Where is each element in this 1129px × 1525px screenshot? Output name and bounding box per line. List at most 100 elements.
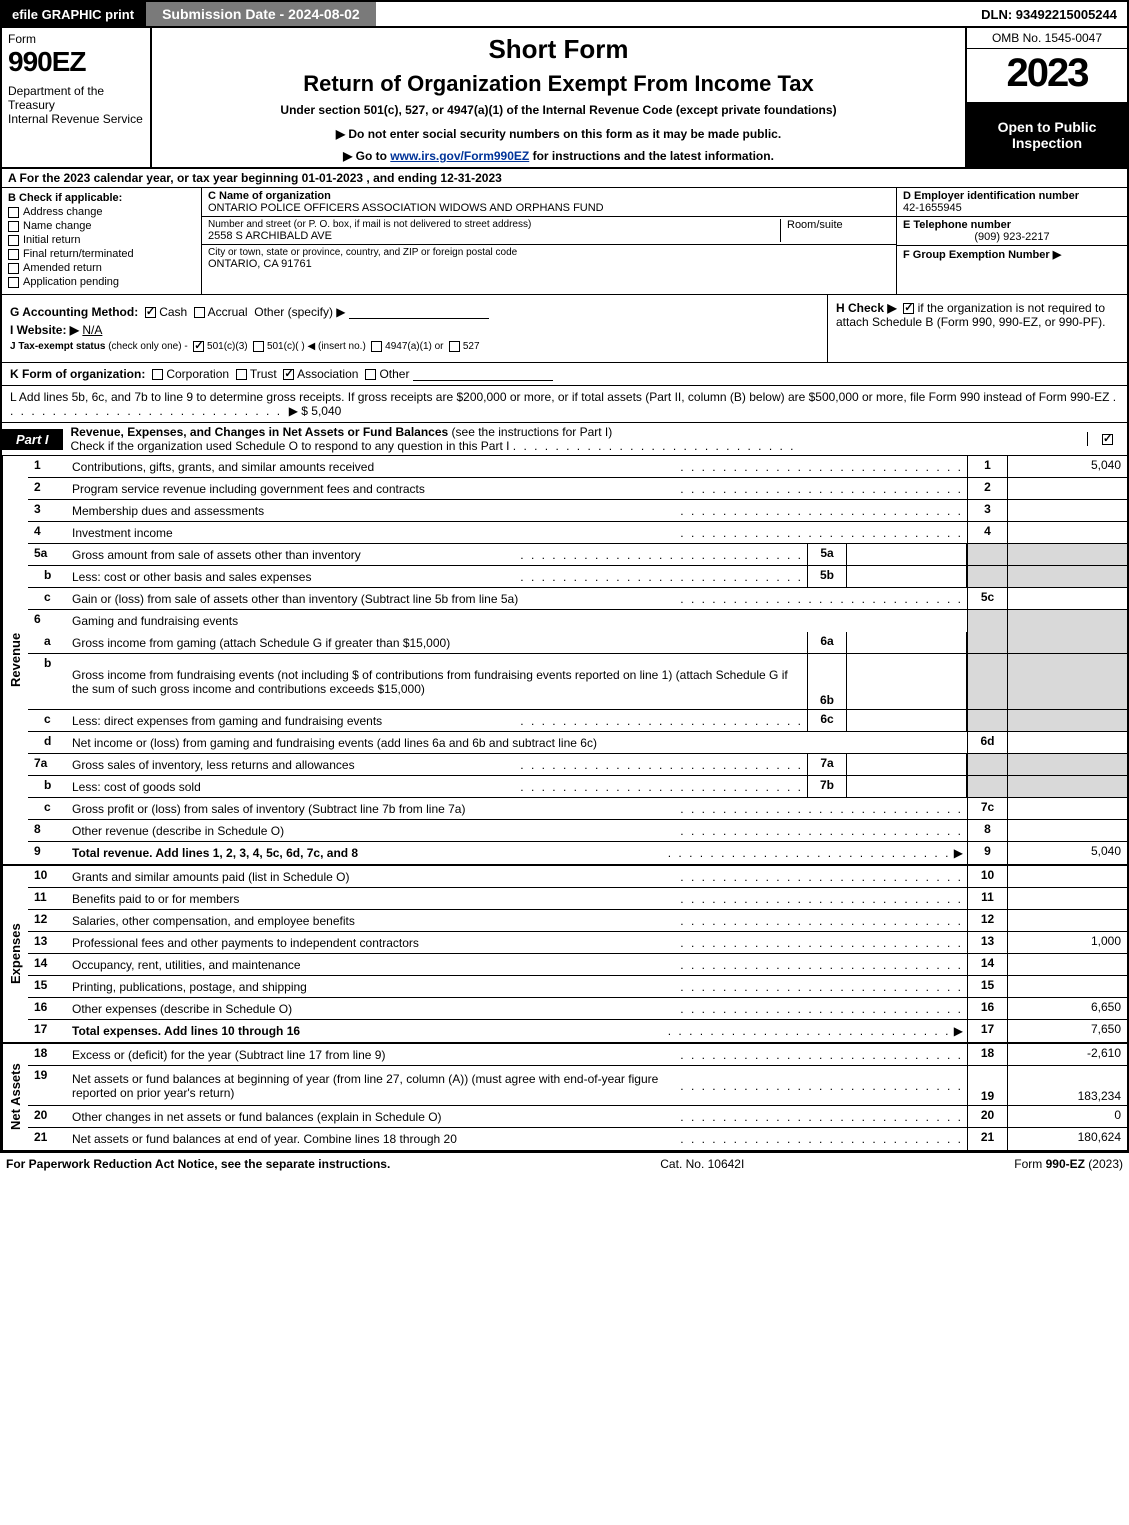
chk-application-pending[interactable]: Application pending: [8, 276, 195, 288]
chk-4947[interactable]: [371, 341, 382, 352]
chk-initial-return[interactable]: Initial return: [8, 234, 195, 246]
checkbox-icon[interactable]: [8, 221, 19, 232]
line-num: b: [28, 776, 68, 797]
line-6c: c Less: direct expenses from gaming and …: [28, 710, 1127, 732]
checkbox-icon[interactable]: [8, 277, 19, 288]
footer-mid: Cat. No. 10642I: [660, 1157, 744, 1171]
page-footer: For Paperwork Reduction Act Notice, see …: [0, 1152, 1129, 1175]
chk-address-change[interactable]: Address change: [8, 206, 195, 218]
line-num: 16: [28, 998, 68, 1019]
j-opt3: 4947(a)(1) or: [385, 341, 443, 352]
line-text: Gross profit or (loss) from sales of inv…: [72, 802, 680, 816]
chk-final-return[interactable]: Final return/terminated: [8, 248, 195, 260]
ein-value: 42-1655945: [903, 202, 962, 214]
line-num: 6: [28, 610, 68, 632]
line-text: Membership dues and assessments: [72, 504, 680, 518]
line-rval: 180,624: [1007, 1128, 1127, 1150]
chk-amended-return[interactable]: Amended return: [8, 262, 195, 274]
line-rval-shade: [1007, 776, 1127, 797]
line-5c: c Gain or (loss) from sale of assets oth…: [28, 588, 1127, 610]
part1-title: Revenue, Expenses, and Changes in Net As…: [63, 423, 1087, 455]
footer-right: Form 990-EZ (2023): [1014, 1157, 1123, 1171]
dots: [680, 892, 963, 906]
line-mval: [847, 632, 967, 653]
other-org-blank[interactable]: [413, 367, 553, 381]
line-text: Benefits paid to or for members: [72, 892, 680, 906]
line-rnum-shade: [967, 654, 1007, 709]
line-num: c: [28, 710, 68, 731]
l-text: L Add lines 5b, 6c, and 7b to line 9 to …: [10, 390, 1109, 404]
chk-other-org[interactable]: [365, 369, 376, 380]
line-text: Net income or (loss) from gaming and fun…: [72, 736, 963, 750]
dots: [680, 1079, 963, 1093]
line-rval: [1007, 500, 1127, 521]
line-rval-shade: [1007, 610, 1127, 632]
line-10: 10 Grants and similar amounts paid (list…: [28, 866, 1127, 888]
line-rnum: 11: [967, 888, 1007, 909]
line-mval: [847, 654, 967, 709]
revenue-vlabel: Revenue: [2, 456, 28, 864]
dots: [680, 802, 963, 816]
dots: [680, 526, 963, 540]
netassets-vlabel: Net Assets: [2, 1044, 28, 1150]
line-7b: b Less: cost of goods sold 7b: [28, 776, 1127, 798]
other-blank[interactable]: [349, 305, 489, 319]
checkbox-accrual[interactable]: [194, 307, 205, 318]
line-num: 5a: [28, 544, 68, 565]
header-right: OMB No. 1545-0047 2023 Open to Public In…: [967, 28, 1127, 167]
chk-527[interactable]: [449, 341, 460, 352]
chk-corp[interactable]: [152, 369, 163, 380]
checkbox-icon[interactable]: [8, 263, 19, 274]
tax-year: 2023: [967, 49, 1127, 103]
j-note: (check only one) -: [108, 341, 187, 352]
chk-trust[interactable]: [236, 369, 247, 380]
chk-label: Application pending: [23, 276, 119, 288]
line-rval-shade: [1007, 566, 1127, 587]
chk-assoc[interactable]: [283, 369, 294, 380]
line-rnum: 4: [967, 522, 1007, 543]
line-rnum-shade: [967, 710, 1007, 731]
sub3-pre: ▶ Go to: [343, 149, 390, 163]
line-rnum: 18: [967, 1044, 1007, 1065]
submission-date: Submission Date - 2024-08-02: [144, 2, 376, 26]
efile-button[interactable]: efile GRAPHIC print: [2, 2, 144, 26]
line-2: 2 Program service revenue including gove…: [28, 478, 1127, 500]
line-rval: [1007, 588, 1127, 609]
row-a-mid: , and ending: [363, 171, 440, 185]
line-12: 12 Salaries, other compensation, and emp…: [28, 910, 1127, 932]
line-rval: 7,650: [1007, 1020, 1127, 1042]
line-text: Gaming and fundraising events: [72, 614, 963, 628]
checkbox-cash[interactable]: [145, 307, 156, 318]
checkbox-icon[interactable]: [8, 249, 19, 260]
chk-schedule-b[interactable]: [903, 303, 914, 314]
line-rnum: 9: [967, 842, 1007, 864]
chk-schedule-o[interactable]: [1102, 434, 1113, 445]
chk-501c3[interactable]: [193, 341, 204, 352]
part1-title-bold: Revenue, Expenses, and Changes in Net As…: [71, 425, 449, 439]
checkbox-icon[interactable]: [8, 207, 19, 218]
col-d: D Employer identification number 42-1655…: [897, 188, 1127, 294]
c-city-row: City or town, state or province, country…: [202, 245, 896, 272]
c-street-label: Number and street (or P. O. box, if mail…: [208, 219, 780, 230]
website-value: N/A: [82, 323, 102, 337]
irs-link[interactable]: www.irs.gov/Form990EZ: [390, 149, 529, 163]
line-num: 15: [28, 976, 68, 997]
line-rval: 6,650: [1007, 998, 1127, 1019]
dots: [513, 439, 796, 453]
line-3: 3 Membership dues and assessments 3: [28, 500, 1127, 522]
line-mnum: 7a: [807, 754, 847, 775]
line-5b: b Less: cost or other basis and sales ex…: [28, 566, 1127, 588]
spacer: [376, 2, 971, 26]
line-rnum: 5c: [967, 588, 1007, 609]
chk-name-change[interactable]: Name change: [8, 220, 195, 232]
line-rval: [1007, 976, 1127, 997]
line-num: 8: [28, 820, 68, 841]
line-6d: d Net income or (loss) from gaming and f…: [28, 732, 1127, 754]
chk-501c[interactable]: [253, 341, 264, 352]
line-rnum-shade: [967, 632, 1007, 653]
chk-label: Address change: [23, 206, 103, 218]
line-rval: [1007, 478, 1127, 499]
org-city: ONTARIO, CA 91761: [208, 258, 890, 270]
checkbox-icon[interactable]: [8, 235, 19, 246]
dots: [668, 846, 951, 860]
